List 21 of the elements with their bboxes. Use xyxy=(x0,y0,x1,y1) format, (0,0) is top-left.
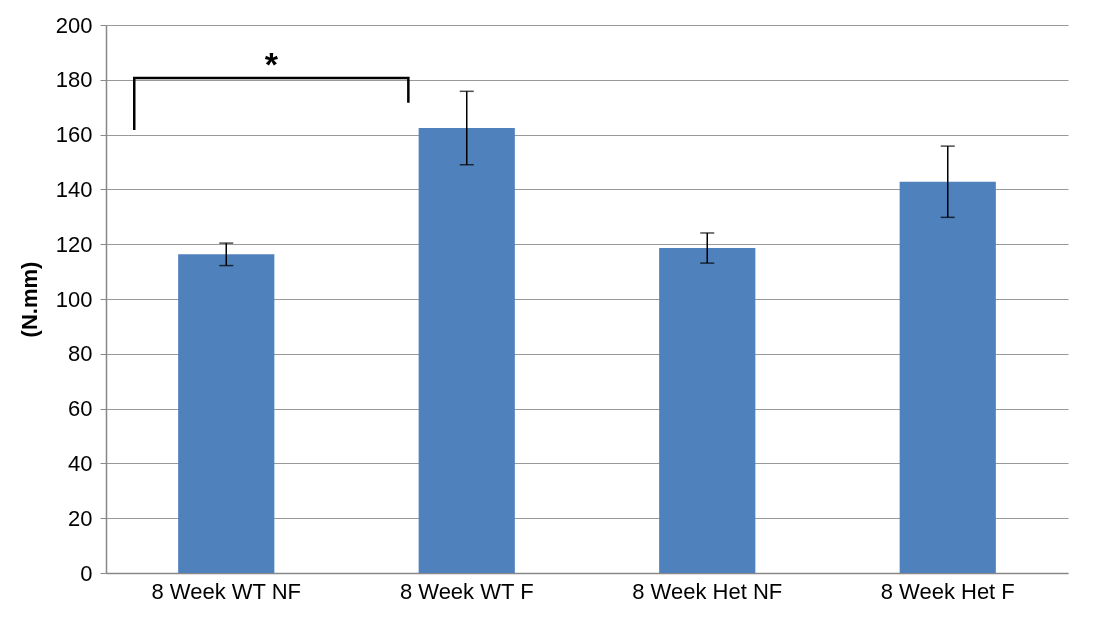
y-axis-title: (N.mm) xyxy=(16,261,42,338)
x-tick-label: 8 Week WT F xyxy=(399,578,534,604)
y-tick-label: 120 xyxy=(55,231,93,257)
y-tick-label: 60 xyxy=(68,396,93,422)
y-tick-label: 100 xyxy=(55,286,93,312)
x-tick-label: 8 Week WT NF xyxy=(151,578,302,604)
x-tick-label: 8 Week Het F xyxy=(880,578,1015,604)
y-tick-label: 160 xyxy=(55,122,93,148)
y-tick-label: 40 xyxy=(68,450,93,476)
y-tick-label: 20 xyxy=(68,505,93,531)
bar xyxy=(418,128,515,573)
y-tick-label: 180 xyxy=(55,67,93,93)
x-tick-label: 8 Week Het NF xyxy=(632,578,783,604)
annotation: * xyxy=(264,45,279,84)
bar xyxy=(178,254,275,573)
y-tick-label: 80 xyxy=(68,341,93,367)
bar xyxy=(899,181,996,573)
bar xyxy=(659,248,756,573)
y-tick-label: 140 xyxy=(55,176,93,202)
y-tick-label: 200 xyxy=(55,12,93,38)
y-tick-label: 0 xyxy=(80,560,93,586)
